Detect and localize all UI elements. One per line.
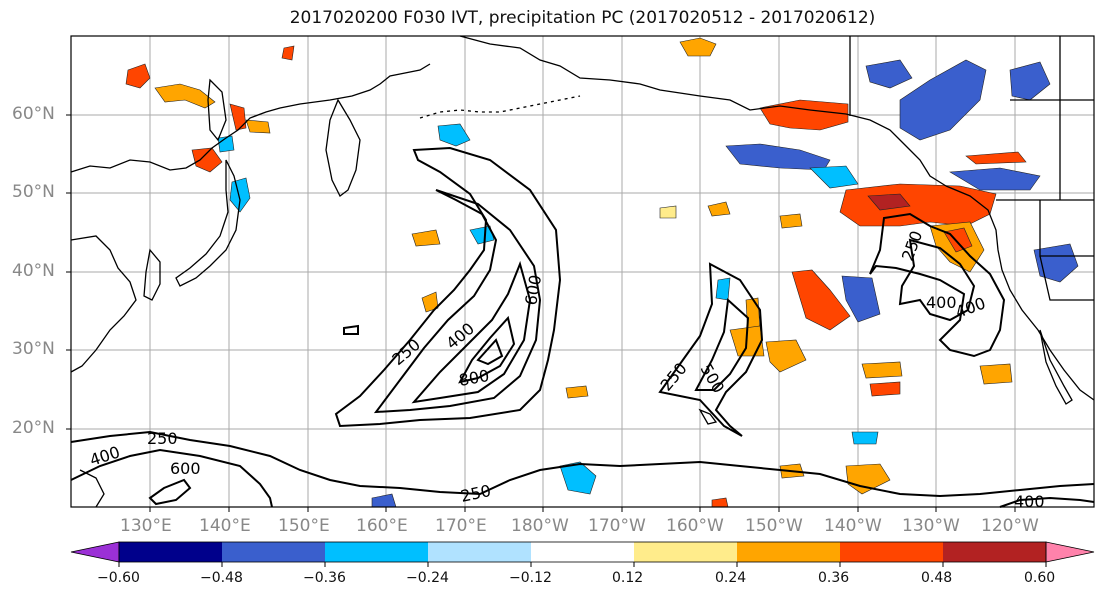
precip-patch-aleutian	[679, 37, 717, 57]
coast-kamchatka	[325, 98, 361, 197]
coastlines	[70, 35, 1095, 508]
coast-japan	[175, 159, 241, 287]
ivt-contour-500-east	[694, 297, 750, 391]
precip-patch-south-blue-1	[559, 461, 597, 495]
lon-label-130e: 130°E	[120, 516, 172, 536]
coast-sakhalin	[207, 78, 227, 142]
precip-patch-gulf-alaska-lightblue	[809, 165, 859, 189]
coast-korea	[70, 235, 137, 373]
precip-patch-east-orange-5	[861, 361, 903, 379]
precip-patch-bc-blue-big	[899, 59, 987, 141]
precip-patch-japan-blue	[229, 177, 251, 213]
precip-patch-gulf-alaska-blue	[725, 143, 831, 171]
coast-aleutians	[419, 95, 581, 119]
colorbar-tick-label: 0.36	[818, 570, 850, 586]
lon-label-150e: 150°E	[278, 516, 330, 536]
precip-patch-kamchatka-west	[125, 63, 151, 89]
precip-patch-east-orange-4	[765, 339, 807, 373]
lat-label-40n: 40°N	[12, 261, 55, 281]
precip-patch-c2	[421, 291, 439, 313]
lon-label-150w: 150°W	[745, 516, 803, 536]
precip-patch-kuril-orange	[245, 119, 271, 134]
ivt-contour-400-coast	[898, 238, 976, 322]
ivt-contour-800-central	[458, 315, 516, 384]
ivt-contours	[70, 146, 1095, 508]
precip-patch-bc-blue-north	[865, 59, 913, 89]
colorbar-tick-label: −0.24	[406, 570, 449, 586]
colorbar-tick-label: 0.60	[1024, 570, 1056, 586]
precip-patch-aleutian-small	[281, 45, 295, 61]
precip-patch-c1	[411, 229, 441, 247]
precip-patch-pnw-darkred	[867, 193, 911, 211]
coast-korea-peninsula	[143, 248, 161, 301]
precip-patch-east-orange-7	[979, 363, 1013, 385]
precip-patch-okhotsk	[154, 83, 216, 109]
precip-patch-south-orange-1	[845, 463, 891, 495]
lon-label-140e: 140°E	[199, 516, 251, 536]
lat-label-20n: 20°N	[12, 418, 55, 438]
colorbar-tick-label: 0.24	[715, 570, 747, 586]
lon-label-140w: 140°W	[824, 516, 882, 536]
lon-label-120w: 120°W	[981, 516, 1039, 536]
ivt-contour-250-coast	[869, 212, 1006, 358]
map-title: 2017020200 F030 IVT, precipitation PC (2…	[289, 8, 876, 28]
lat-label-30n: 30°N	[12, 339, 55, 359]
ivt-contour-small-box	[343, 324, 359, 335]
coast-alaska	[459, 35, 947, 187]
precip-patch-c4	[707, 201, 731, 217]
ivt-400-southeast: 400	[1014, 492, 1045, 511]
colorbar-tick-label: −0.36	[303, 570, 346, 586]
lon-label-180w: 180°W	[511, 516, 569, 536]
coast-hawaii	[698, 408, 718, 425]
lon-label-170e: 170°E	[435, 516, 487, 536]
lon-label-170w: 170°W	[588, 516, 646, 536]
precip-patch-pacific-blue-1	[469, 225, 495, 245]
ivt-contour-inner	[476, 338, 504, 366]
ivt-contour-400-se	[999, 496, 1095, 508]
ivt-contour-250-south	[70, 430, 1095, 498]
lon-label-160w: 160°W	[666, 516, 724, 536]
precip-patch-c3	[565, 385, 589, 399]
lon-label-130w: 130°W	[902, 516, 960, 536]
colorbar-tick-label: −0.48	[200, 570, 243, 586]
precip-patch-canada-blue	[949, 167, 1041, 191]
ivt-contour-250-central	[334, 146, 562, 428]
colorbar-tick-label: −0.60	[97, 570, 140, 586]
coast-philippines	[79, 469, 105, 508]
lat-label-60n: 60°N	[12, 104, 55, 124]
ivt-contour-250-east	[658, 262, 764, 437]
colorbar-tick-label: −0.12	[509, 570, 552, 586]
precip-patch-south-blue-3	[851, 431, 879, 445]
ivt-contour-600-central	[411, 260, 532, 404]
precip-patch-kuril	[229, 103, 247, 131]
colorbar-tick-label: 0.48	[921, 570, 953, 586]
precip-patch-east-orange-6	[869, 381, 901, 397]
precip-patch-bering-blue	[437, 123, 471, 147]
precip-shading	[125, 37, 1079, 508]
precip-patch-c6	[659, 205, 677, 219]
lon-label-160e: 160°E	[356, 516, 408, 536]
precip-patch-gulf-alaska-red	[759, 99, 849, 131]
border-us-states-2	[1039, 255, 1094, 301]
precip-patch-bc-red	[965, 151, 1027, 165]
ivt-contour-400-central	[373, 189, 542, 414]
coast-asia	[70, 63, 431, 173]
ivt-contour-600-south	[148, 478, 192, 506]
lat-label-50n: 50°N	[12, 182, 55, 202]
coast-na-west	[945, 185, 1095, 401]
precip-patch-pacific-blue-2	[715, 277, 731, 301]
precip-patch-east-orange-1	[791, 269, 851, 331]
precip-patch-sw-us-blue	[1033, 243, 1079, 283]
precip-patch-east-blue-1	[841, 275, 881, 323]
ivt-600-west: 600	[170, 459, 201, 478]
axis-ticks	[66, 114, 1016, 512]
precip-patch-bc-blue-east	[1009, 61, 1051, 101]
ivt-250-japan-sea: 250	[147, 429, 178, 448]
colorbar-tick-label: 0.12	[612, 570, 644, 586]
precip-patch-c5	[779, 213, 803, 229]
coast-baja	[1039, 329, 1073, 405]
ivt-400-coast-a: 400	[926, 293, 957, 312]
ivt-contour-400-south	[70, 448, 273, 508]
